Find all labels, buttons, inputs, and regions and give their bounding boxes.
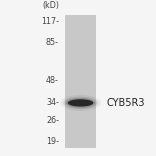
Bar (65, 15, 96, 148)
Ellipse shape (63, 97, 98, 109)
Text: 85-: 85- (46, 38, 59, 47)
Text: 117-: 117- (41, 17, 59, 26)
Text: (kD): (kD) (42, 1, 59, 10)
Text: 26-: 26- (46, 116, 59, 125)
Text: 34-: 34- (46, 98, 59, 107)
Text: 19-: 19- (46, 137, 59, 146)
Ellipse shape (68, 99, 93, 107)
Ellipse shape (66, 98, 95, 108)
Ellipse shape (60, 95, 101, 111)
Text: CYB5R3: CYB5R3 (107, 98, 145, 108)
Text: 48-: 48- (46, 76, 59, 85)
